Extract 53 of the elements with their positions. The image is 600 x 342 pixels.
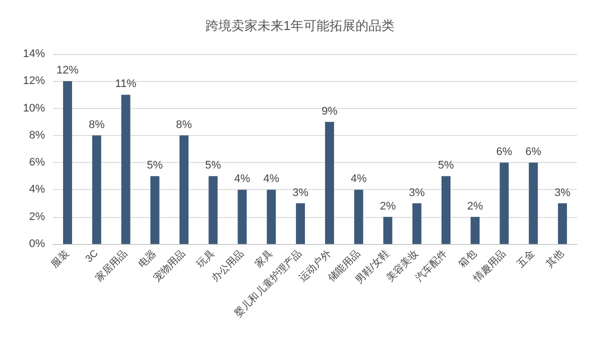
data-label: 4% (263, 173, 280, 186)
bar (500, 162, 509, 244)
bar (63, 81, 72, 244)
bar (442, 176, 450, 244)
x-tick-label: 家具 (252, 247, 276, 270)
bar (558, 203, 567, 244)
x-tick-label: 3C (84, 248, 101, 265)
bar (354, 190, 364, 244)
data-label: 3% (292, 186, 309, 199)
data-label: 8% (176, 118, 192, 131)
bar (208, 176, 218, 244)
data-label: 12% (56, 64, 79, 77)
chart-title: 跨境卖家未来1年可能拓展的品类 (205, 18, 395, 33)
y-tick-label: 2% (29, 210, 46, 223)
data-label: 2% (380, 200, 396, 212)
y-tick-label: 4% (29, 184, 46, 196)
y-tick-label: 10% (22, 102, 46, 114)
bar (92, 135, 102, 244)
x-tick-label: 玩具 (195, 248, 217, 270)
x-tick-label: 五金 (514, 247, 538, 270)
bar (121, 94, 130, 244)
y-tick-label: 14% (22, 48, 46, 60)
y-tick-label: 8% (29, 129, 46, 142)
x-tick-label: 箱包 (456, 247, 479, 270)
data-label: 8% (88, 118, 105, 131)
bar (325, 122, 334, 244)
data-label: 9% (322, 105, 338, 118)
bar (266, 190, 276, 244)
bar (238, 190, 247, 244)
bar (296, 203, 305, 244)
x-tick-label: 电器 (136, 247, 159, 270)
data-label: 3% (554, 186, 571, 199)
data-label: 6% (496, 146, 512, 158)
bar (180, 135, 188, 244)
y-tick-label: 12% (22, 75, 46, 88)
data-label: 5% (146, 160, 164, 172)
data-label: 4% (350, 173, 367, 186)
data-label: 6% (525, 146, 542, 158)
data-label: 2% (467, 200, 484, 212)
data-label: 5% (438, 160, 454, 172)
bar (470, 216, 480, 244)
y-tick-label: 6% (29, 156, 46, 169)
bar (412, 203, 422, 244)
bar (150, 176, 160, 244)
data-label: 5% (205, 160, 222, 172)
bar (528, 162, 538, 244)
data-label: 3% (408, 186, 426, 199)
x-tick-label: 其他 (544, 247, 566, 270)
y-tick-label: 0% (29, 238, 46, 250)
data-label: 11% (115, 78, 137, 90)
x-tick-label: 服装 (48, 247, 72, 270)
data-label: 4% (234, 173, 250, 186)
bar (383, 216, 392, 244)
